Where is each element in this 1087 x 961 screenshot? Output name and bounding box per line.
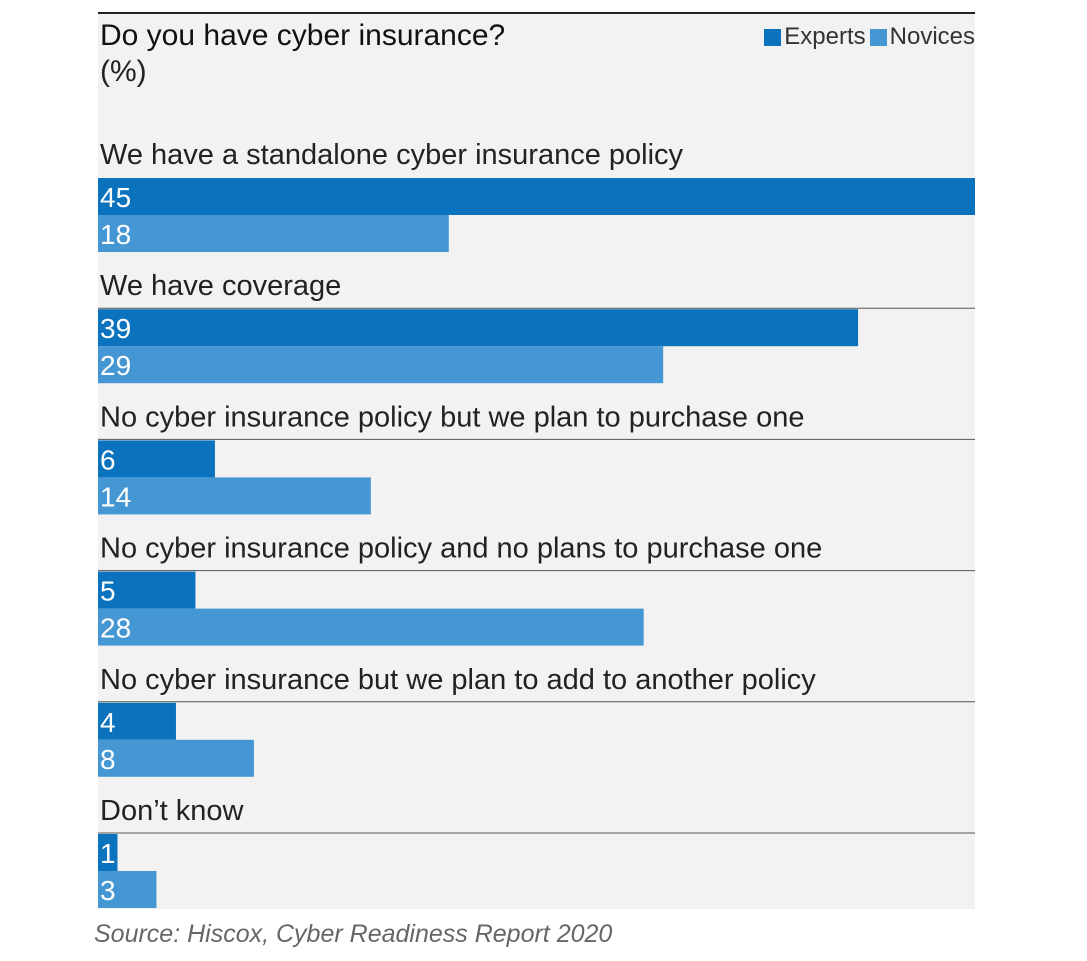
- category-label-we-have-a-standalone-cyber-insurance-policy: We have a standalone cyber insurance pol…: [100, 139, 684, 171]
- data-label-novices-no-cyber-insurance-policy-but-we-plan-to-purchase-one: 14: [100, 481, 131, 512]
- category-label-no-cyber-insurance-policy-and-no-plans-to-purchase-one: No cyber insurance policy and no plans t…: [100, 533, 822, 565]
- data-label-experts-we-have-coverage: 39: [100, 313, 131, 344]
- data-label-experts-no-cyber-insurance-policy-and-no-plans-to-purchase-one: 5: [100, 576, 116, 607]
- category-label-no-cyber-insurance-but-we-plan-to-add-to-another-policy: No cyber insurance but we plan to add to…: [100, 664, 816, 696]
- data-label-experts-we-have-a-standalone-cyber-insurance-policy: 45: [100, 182, 131, 213]
- bar-experts-no-cyber-insurance-policy-but-we-plan-to-purchase-one: [98, 440, 215, 478]
- data-label-novices-no-cyber-insurance-policy-and-no-plans-to-purchase-one: 28: [100, 613, 131, 644]
- category-label-don-t-know: Don’t know: [100, 795, 245, 827]
- data-label-novices-we-have-coverage: 29: [100, 350, 131, 381]
- data-label-experts-no-cyber-insurance-policy-but-we-plan-to-purchase-one: 6: [100, 444, 116, 475]
- category-label-we-have-coverage: We have coverage: [100, 270, 341, 302]
- legend-label-experts: Experts: [784, 23, 866, 50]
- category-label-no-cyber-insurance-policy-but-we-plan-to-purchase-one: No cyber insurance policy but we plan to…: [100, 401, 804, 433]
- data-label-experts-don-t-know: 1: [100, 838, 116, 869]
- legend-swatch-novices: [869, 28, 887, 46]
- data-label-novices-don-t-know: 3: [100, 875, 116, 906]
- bar-experts-no-cyber-insurance-but-we-plan-to-add-to-another-policy: [98, 702, 176, 740]
- bar-experts-we-have-coverage: [98, 309, 859, 347]
- legend-item-novices: Novices: [869, 22, 975, 52]
- bar-experts-don-t-know: [98, 834, 118, 871]
- bar-novices-no-cyber-insurance-policy-but-we-plan-to-purchase-one: [98, 477, 371, 515]
- bar-novices-no-cyber-insurance-policy-and-no-plans-to-purchase-one: [98, 608, 644, 646]
- data-label-novices-we-have-a-standalone-cyber-insurance-policy: 18: [100, 219, 131, 250]
- legend-label-novices: Novices: [889, 23, 975, 50]
- bar-novices-no-cyber-insurance-but-we-plan-to-add-to-another-policy: [98, 739, 254, 777]
- bar-novices-we-have-coverage: [98, 346, 664, 384]
- bar-novices-we-have-a-standalone-cyber-insurance-policy: [98, 215, 449, 252]
- data-label-experts-no-cyber-insurance-but-we-plan-to-add-to-another-policy: 4: [100, 707, 116, 738]
- legend: Experts Novices: [760, 22, 975, 52]
- chart-panel: Do you have cyber insurance? (%) Experts…: [98, 12, 975, 909]
- legend-swatch-experts: [764, 28, 782, 46]
- chart-title: Do you have cyber insurance?: [100, 19, 506, 52]
- bar-chart: We have a standalone cyber insurance pol…: [98, 139, 975, 908]
- bar-experts-no-cyber-insurance-policy-and-no-plans-to-purchase-one: [98, 571, 196, 609]
- bar-experts-we-have-a-standalone-cyber-insurance-policy: [98, 178, 975, 215]
- source-note: Source: Hiscox, Cyber Readiness Report 2…: [94, 920, 613, 948]
- bar-novices-don-t-know: [98, 871, 157, 908]
- legend-item-experts: Experts: [764, 22, 866, 52]
- chart-subtitle: (%): [100, 55, 147, 88]
- data-label-novices-no-cyber-insurance-but-we-plan-to-add-to-another-policy: 8: [100, 744, 116, 775]
